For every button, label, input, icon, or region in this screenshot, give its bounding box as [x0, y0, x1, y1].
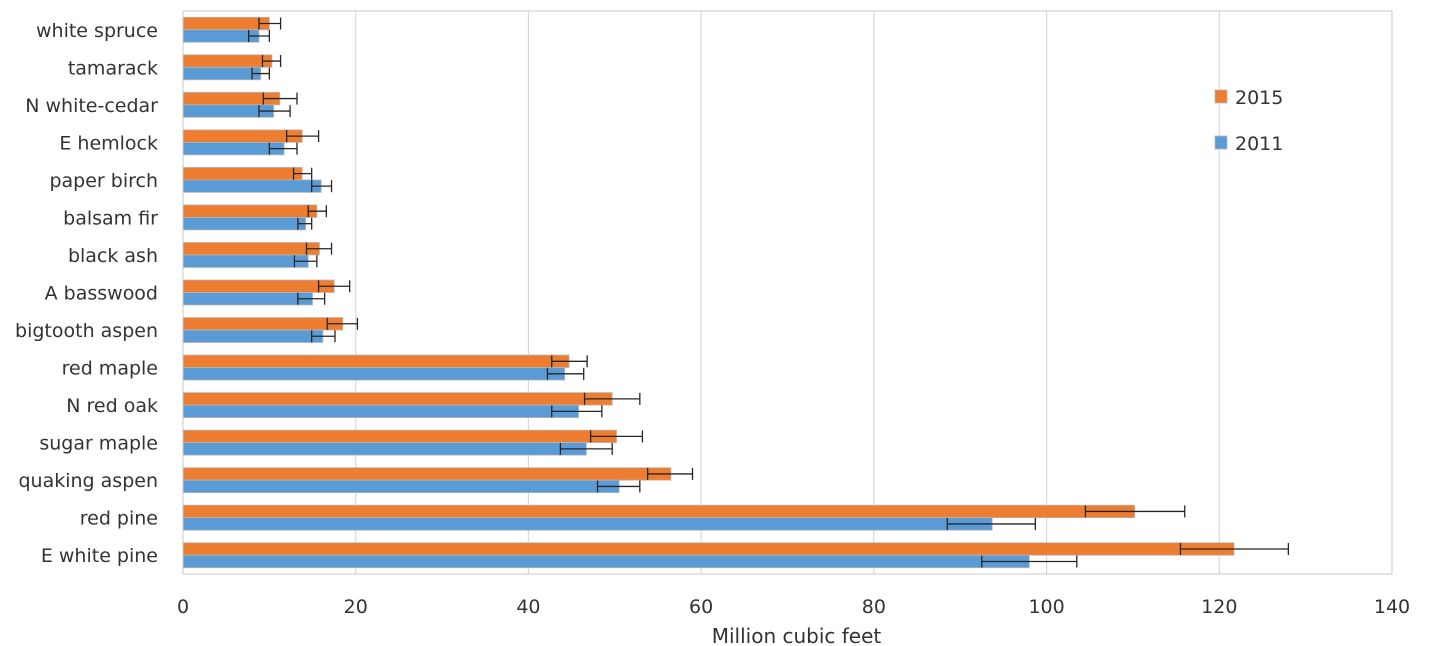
category-label: paper birch: [49, 170, 158, 192]
category-label: E hemlock: [59, 132, 158, 154]
x-tick-label: 40: [516, 596, 540, 618]
category-label: N white-cedar: [25, 95, 158, 117]
bar-2011: [182, 442, 587, 456]
bar-2011: [182, 367, 566, 381]
bars: [182, 16, 1235, 569]
x-tick-label: 20: [344, 596, 368, 618]
bar-2015: [182, 317, 344, 331]
bar-2015: [182, 242, 320, 256]
bar-2011: [182, 29, 260, 43]
bar-2015: [182, 54, 273, 68]
category-label: tamarack: [68, 57, 158, 79]
bar-2011: [182, 66, 262, 81]
category-label: bigtooth aspen: [15, 320, 158, 342]
category-labels: white spruce tamarack N white-cedar E hemlo…: [15, 20, 158, 567]
x-tick-label: 140: [1374, 596, 1410, 618]
x-tick-label: 80: [862, 596, 886, 618]
category-label: balsam fir: [63, 207, 158, 229]
legend-swatch-2015: [1214, 89, 1228, 104]
bar-2015: [182, 204, 318, 218]
bar-2015: [182, 504, 1136, 519]
bar-2011: [182, 179, 322, 193]
bar-2015: [182, 542, 1235, 556]
bar-2011: [182, 217, 307, 231]
category-label: sugar maple: [39, 433, 158, 455]
x-axis-title: Million cubic feet: [712, 624, 882, 646]
legend-swatch-2011: [1214, 135, 1228, 150]
category-label: white spruce: [36, 20, 158, 42]
bar-2011: [182, 517, 993, 531]
category-label: quaking aspen: [18, 470, 158, 492]
bar-2015: [182, 354, 570, 368]
bar-2015: [182, 129, 303, 143]
bar-2015: [182, 429, 617, 444]
bar-2011: [182, 329, 324, 343]
bar-2015: [182, 392, 613, 406]
x-tick-label: 100: [1028, 596, 1064, 618]
plot-area-frame: [182, 10, 1393, 575]
legend: 2015 2011: [1214, 87, 1283, 155]
x-tick-labels: 0 20 40 60 80 100 120 140: [177, 596, 1410, 618]
legend-label-2011: 2011: [1235, 133, 1283, 155]
x-tick-label: 60: [689, 596, 713, 618]
x-tick-label: 0: [177, 596, 189, 618]
category-label: black ash: [68, 245, 158, 267]
category-label: N red oak: [66, 395, 158, 417]
bar-2015: [182, 467, 672, 481]
legend-label-2015: 2015: [1235, 87, 1283, 109]
bar-2011: [182, 292, 313, 306]
bar-2015: [182, 16, 270, 31]
category-label: red pine: [80, 508, 158, 530]
x-tick-label: 120: [1201, 596, 1237, 618]
error-bars: [247, 17, 1290, 568]
bar-2011: [182, 404, 579, 419]
category-label: A basswood: [45, 283, 158, 305]
bar-2011: [182, 254, 309, 268]
bar-2015: [182, 279, 335, 293]
bar-2011: [182, 554, 1030, 569]
bar-2011: [182, 479, 620, 494]
category-label: red maple: [62, 358, 158, 380]
bar-2015: [182, 166, 303, 181]
category-label: E white pine: [41, 545, 158, 567]
